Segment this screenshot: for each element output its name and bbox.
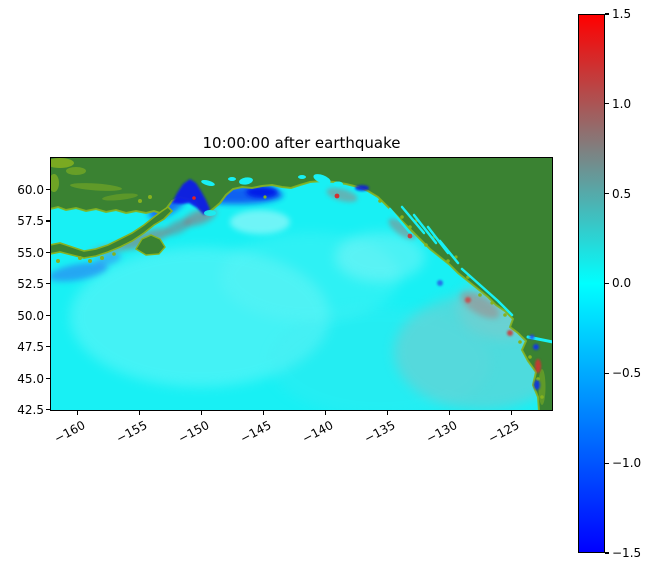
y-tick-mark — [46, 346, 50, 348]
y-tick-label: 45.0 — [17, 371, 44, 386]
x-tick-label: −135 — [361, 418, 398, 446]
x-tick-label: −155 — [113, 418, 150, 446]
colorbar-tick-mark — [605, 13, 609, 15]
x-tick-label: −125 — [485, 418, 522, 446]
y-tick-mark — [46, 314, 50, 316]
y-tick-label: 42.5 — [17, 403, 44, 417]
y-tick-mark — [46, 251, 50, 254]
coastal-wave-spots — [192, 185, 541, 390]
x-tick-mark — [449, 411, 451, 415]
tsunami-map — [50, 157, 553, 411]
cook-inlet-negative-wave — [172, 179, 210, 215]
map-plot-area — [50, 157, 553, 411]
x-tick-label: −150 — [175, 418, 212, 446]
colorbar — [578, 14, 605, 553]
x-tick-mark — [511, 411, 513, 415]
panhandle-channels — [388, 205, 460, 265]
y-tick-label: 52.5 — [17, 277, 44, 292]
colorbar-tick-mark — [605, 282, 609, 285]
colorbar-tick-mark — [605, 372, 609, 374]
colorbar-tick-label: −1.0 — [612, 456, 642, 471]
colorbar-tick-label: 0.5 — [612, 186, 632, 201]
x-tick-mark — [139, 411, 141, 415]
x-tick-label: −145 — [237, 418, 274, 446]
colorbar-tick-mark — [605, 462, 609, 464]
colorbar-tick-label: −0.5 — [612, 366, 642, 381]
y-tick-mark — [46, 377, 50, 379]
y-tick-mark — [46, 409, 50, 411]
land-masses — [50, 157, 553, 411]
y-tick-label: 50.0 — [17, 308, 44, 323]
land-alaska-north-america — [50, 157, 553, 411]
x-tick-mark — [201, 411, 203, 415]
y-tick-label: 55.0 — [17, 245, 44, 260]
southwest-negative-wave — [50, 262, 108, 282]
colorbar-tick-mark — [605, 103, 609, 105]
x-tick-mark — [325, 411, 327, 415]
y-tick-mark — [46, 189, 50, 191]
y-tick-mark — [46, 220, 50, 222]
colorbar-tick-mark — [605, 193, 609, 195]
x-tick-label: −140 — [299, 418, 336, 446]
x-tick-mark — [77, 411, 79, 415]
y-tick-label: 47.5 — [17, 340, 44, 355]
y-tick-label: 60.0 — [17, 183, 44, 197]
alaska-peninsula — [50, 205, 174, 259]
y-tick-mark — [46, 283, 50, 285]
colorbar-tick-mark — [605, 552, 609, 554]
axes-spines — [50, 157, 553, 411]
x-tick-label: −160 — [51, 418, 88, 446]
x-tick-mark — [387, 411, 389, 415]
vancouver-strait — [460, 267, 514, 317]
x-tick-mark — [263, 411, 265, 415]
x-tick-label: −130 — [423, 418, 460, 446]
terrain-mottling — [50, 158, 546, 405]
plot-title: 10:00:00 after earthquake — [202, 134, 401, 152]
colorbar-tick-label: 0.0 — [612, 276, 632, 291]
colorbar-tick-label: 1.0 — [612, 96, 632, 111]
kodiak-island — [135, 234, 166, 256]
colorbar-tick-label: −1.5 — [612, 545, 642, 560]
coastline-fringe — [50, 179, 540, 411]
inland-waters — [172, 174, 553, 344]
colorbar-tick-label: 1.5 — [612, 7, 632, 21]
aleutian-islets — [56, 195, 267, 263]
y-tick-label: 57.5 — [17, 214, 44, 229]
